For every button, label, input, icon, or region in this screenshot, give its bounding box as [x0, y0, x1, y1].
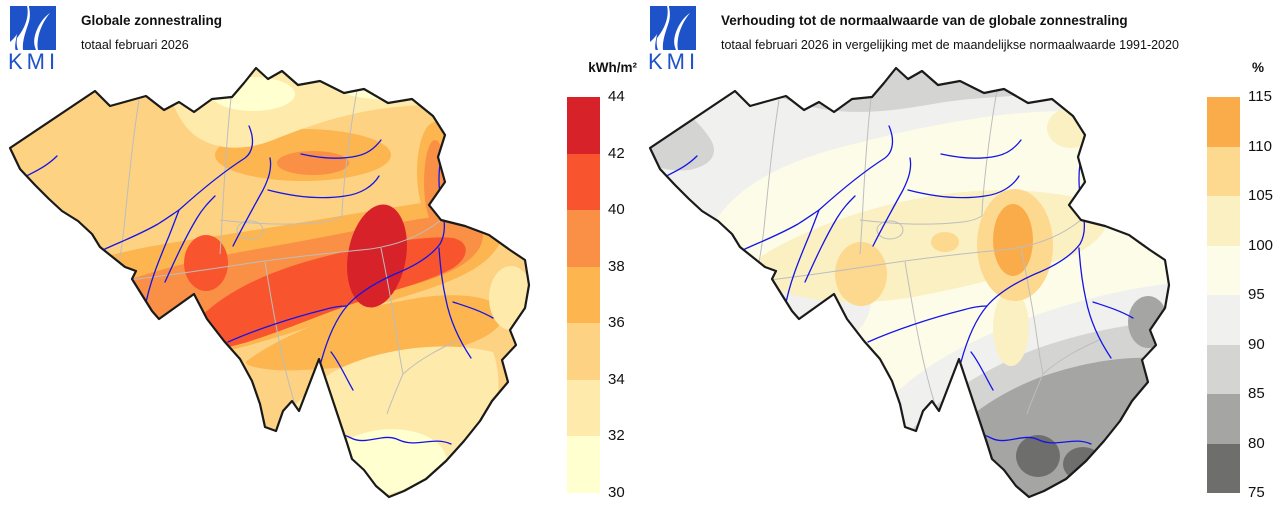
legend-tick-label: 105	[1248, 187, 1274, 204]
belgium-map-global-radiation	[8, 66, 531, 499]
legend-swatch	[567, 379, 600, 437]
kmi-logo-text: KMI	[8, 49, 60, 74]
panel-global-radiation: KMI Globale zonnestraling totaal februar…	[8, 6, 640, 503]
legend-unit-label: kWh/m²	[588, 60, 637, 75]
legend-tick-label: 95	[1248, 286, 1265, 303]
legend-tick-label: 85	[1248, 385, 1265, 402]
page-title: Globale zonnestraling	[81, 13, 223, 28]
panel-ratio-to-normal: KMI Verhouding tot de normaalwaarde van …	[640, 0, 1280, 507]
legend-tick-label: 44	[608, 88, 625, 105]
legend-swatch	[567, 153, 600, 211]
legend-swatch	[1207, 245, 1240, 295]
legend-radiation: kWh/m² 44 42 40 38 36 34 32 30	[560, 58, 640, 503]
legend-swatch	[1207, 146, 1240, 196]
legend-unit-label: %	[1251, 60, 1264, 75]
legend-tick-labels: 44 42 40 38 36 34 32 30	[606, 88, 640, 501]
legend-tick-label: 80	[1248, 434, 1265, 452]
page-subtitle: totaal februari 2026	[81, 38, 189, 52]
belgium-map-ratio-to-normal	[648, 66, 1171, 499]
legend-tick-label: 42	[608, 144, 625, 162]
legend-swatch	[1207, 443, 1240, 493]
legend-color-bar	[567, 97, 600, 493]
page-subtitle: totaal februari 2026 in vergelijking met…	[721, 38, 1179, 52]
kmi-logo-icon	[650, 6, 696, 50]
legend-tick-label: 100	[1248, 236, 1274, 254]
legend-tick-label: 34	[608, 370, 625, 388]
kmi-logo-text: KMI	[648, 49, 700, 74]
kmi-logo-icon	[10, 6, 56, 50]
radiation-contour-fills	[10, 68, 529, 497]
ratio-contour-fills	[650, 68, 1169, 497]
legend-tick-label: 90	[1248, 335, 1265, 353]
legend-ratio: % 115 110 105 100 95 90 85 80 75	[1200, 58, 1280, 503]
legend-tick-label: 110	[1248, 137, 1272, 155]
legend-tick-label: 75	[1248, 484, 1265, 501]
legend-tick-label: 38	[608, 257, 625, 275]
legend-swatch	[1207, 196, 1240, 246]
legend-swatch	[567, 210, 600, 267]
legend-color-bar	[1207, 97, 1240, 493]
legend-swatch	[567, 436, 600, 493]
page-title: Verhouding tot de normaalwaarde van de g…	[721, 13, 1128, 28]
legend-swatch	[567, 266, 600, 324]
legend-swatch	[1207, 394, 1240, 444]
legend-swatch	[1207, 344, 1240, 394]
legend-swatch	[1207, 97, 1240, 147]
legend-swatch	[567, 323, 600, 380]
legend-tick-labels: 115 110 105 100 95 90 85 80 75	[1246, 88, 1280, 501]
legend-tick-label: 32	[608, 427, 625, 445]
legend-swatch	[1207, 295, 1240, 345]
legend-tick-label: 40	[608, 201, 625, 219]
legend-tick-label: 30	[608, 484, 625, 501]
legend-tick-label: 115	[1248, 88, 1272, 105]
legend-tick-label: 36	[608, 314, 625, 332]
legend-swatch	[567, 97, 600, 154]
